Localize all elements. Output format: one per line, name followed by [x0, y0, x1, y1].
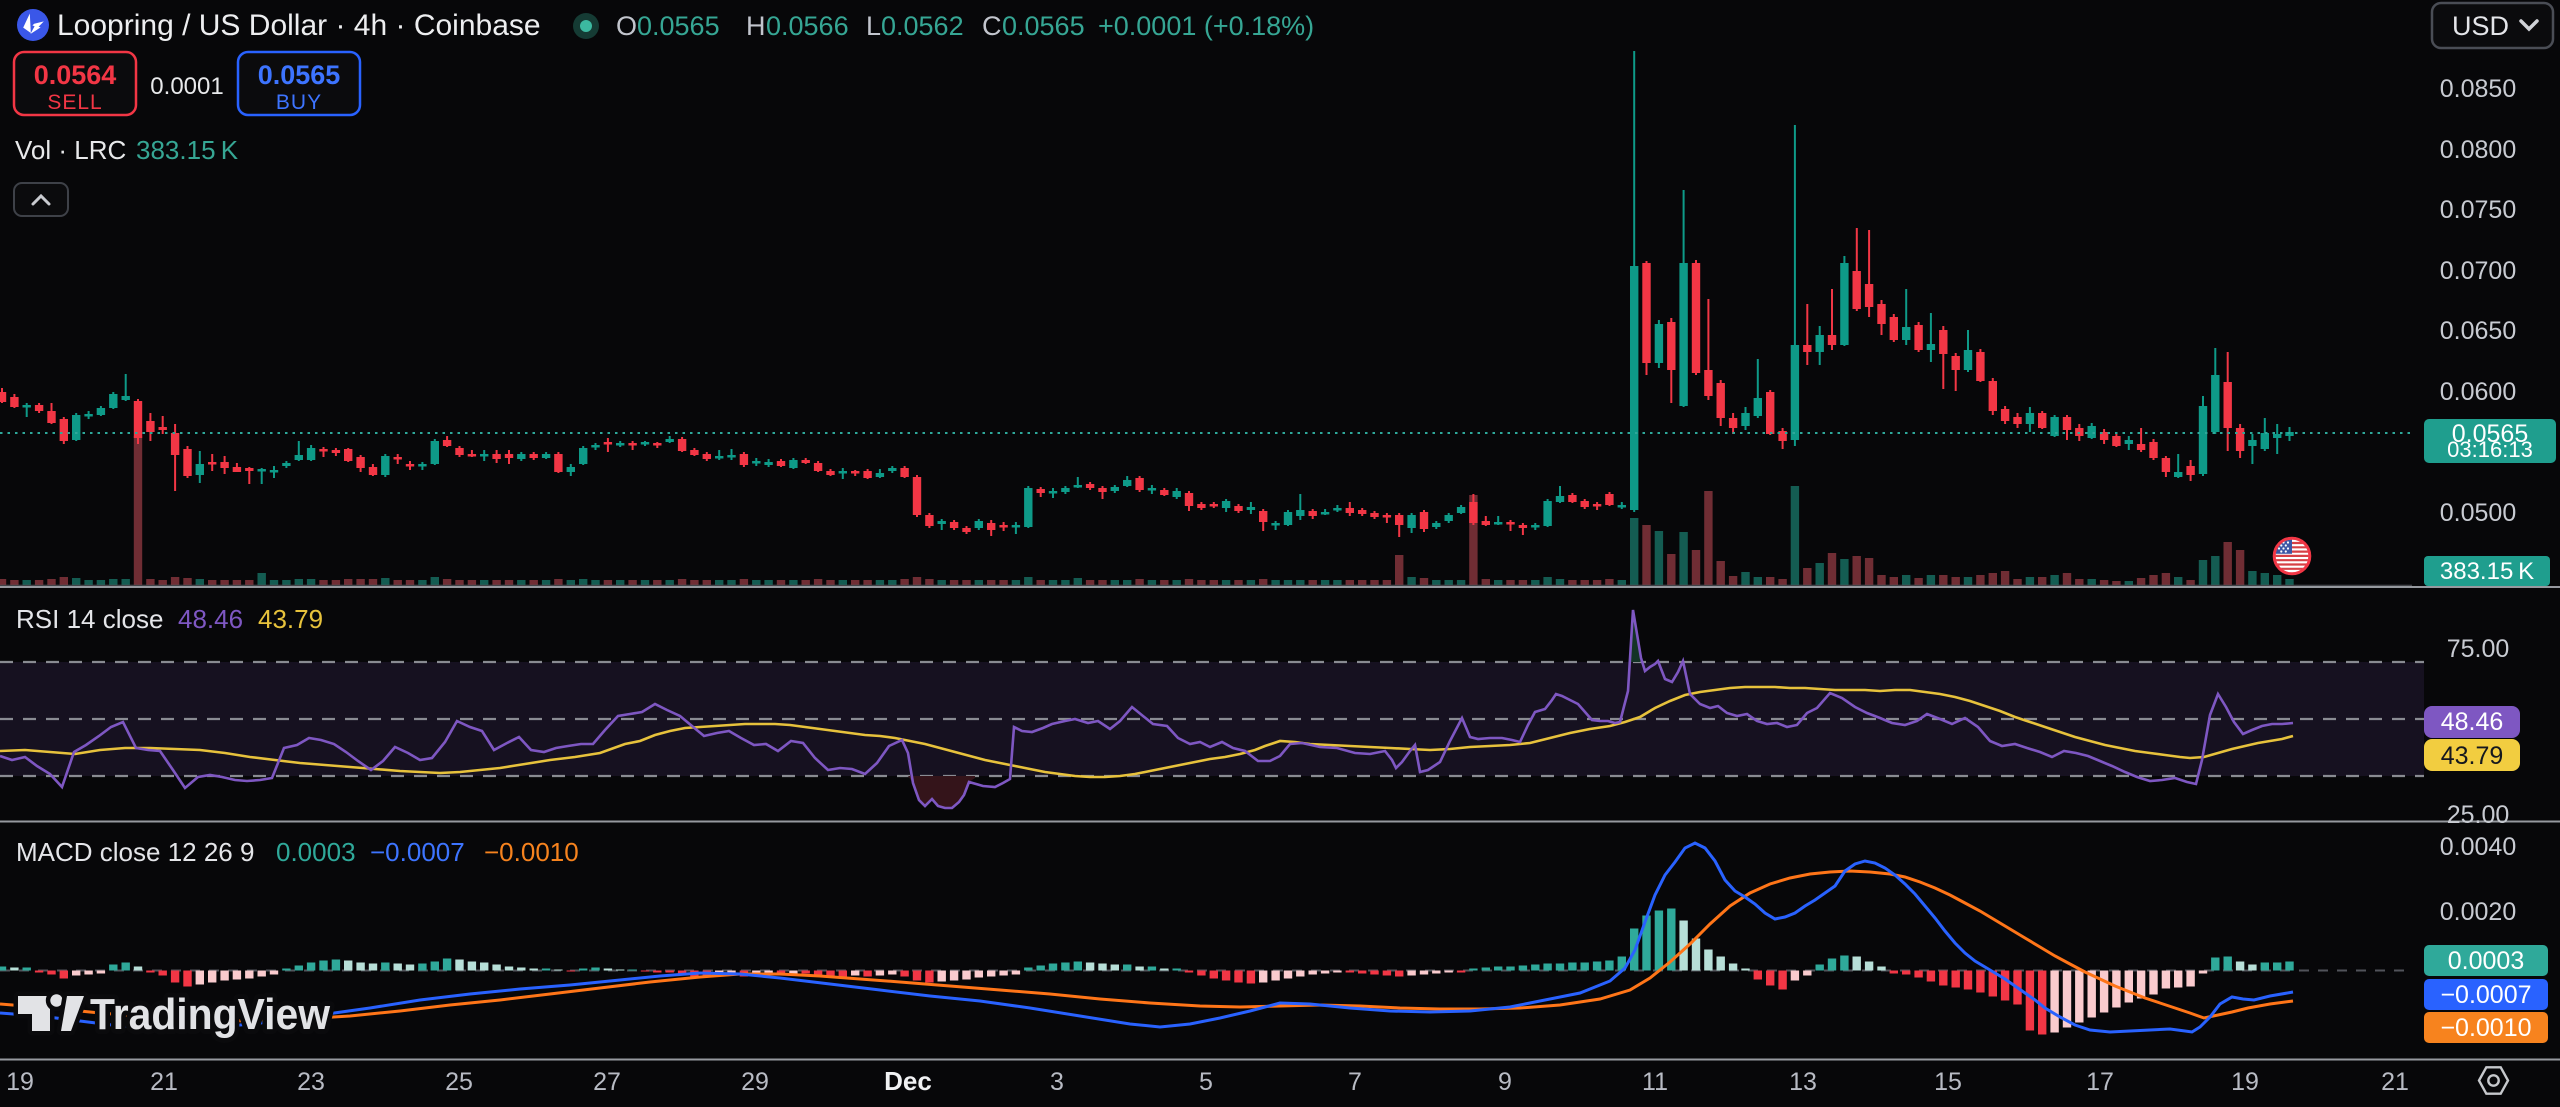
svg-text:17: 17: [2086, 1068, 2114, 1096]
svg-text:0.0565: 0.0565: [258, 60, 341, 90]
svg-text:0.0500: 0.0500: [2440, 499, 2516, 527]
svg-text:O: O: [616, 11, 637, 41]
svg-text:11: 11: [1642, 1068, 1668, 1096]
svg-text:0.0750: 0.0750: [2440, 196, 2516, 224]
svg-text:21: 21: [2381, 1068, 2409, 1096]
svg-text:0.0566: 0.0566: [766, 11, 849, 41]
svg-text:9: 9: [1498, 1068, 1512, 1096]
svg-text:−0.0007: −0.0007: [370, 837, 465, 867]
svg-text:48.46: 48.46: [2441, 708, 2504, 736]
svg-text:29: 29: [741, 1068, 769, 1096]
svg-text:Loopring / US Dollar · 4h · Co: Loopring / US Dollar · 4h · Coinbase: [57, 9, 541, 42]
svg-text:48.46: 48.46: [178, 604, 243, 634]
svg-text:43.79: 43.79: [258, 604, 323, 634]
svg-text:0.0700: 0.0700: [2440, 257, 2516, 285]
svg-text:7: 7: [1348, 1068, 1362, 1096]
svg-text:27: 27: [593, 1068, 621, 1096]
svg-text:0.0565: 0.0565: [637, 11, 720, 41]
svg-text:75.00: 75.00: [2447, 635, 2510, 663]
svg-text:19: 19: [6, 1068, 34, 1096]
svg-text:43.79: 43.79: [2441, 742, 2504, 770]
svg-text:SELL: SELL: [47, 91, 102, 114]
svg-text:H: H: [746, 11, 766, 41]
svg-text:C: C: [982, 11, 1002, 41]
svg-text:0.0040: 0.0040: [2440, 833, 2516, 861]
svg-text:21: 21: [150, 1068, 178, 1096]
svg-text:0.0003: 0.0003: [2448, 947, 2524, 975]
svg-text:0.0562: 0.0562: [881, 11, 964, 41]
svg-text:0.0850: 0.0850: [2440, 75, 2516, 103]
svg-text:23: 23: [297, 1068, 325, 1096]
svg-text:−0.0010: −0.0010: [2440, 1014, 2531, 1042]
svg-text:383.15 K: 383.15 K: [2440, 558, 2534, 585]
svg-text:13: 13: [1789, 1068, 1817, 1096]
svg-text:−0.0007: −0.0007: [2440, 981, 2531, 1009]
svg-text:0.0001: 0.0001: [150, 73, 223, 100]
svg-text:RSI 14 close: RSI 14 close: [16, 604, 163, 634]
svg-text:19: 19: [2231, 1068, 2259, 1096]
svg-text:0.0565: 0.0565: [2452, 420, 2528, 448]
svg-text:0.0800: 0.0800: [2440, 136, 2516, 164]
svg-text:0.0650: 0.0650: [2440, 317, 2516, 345]
svg-text:MACD close 12 26 9: MACD close 12 26 9: [16, 837, 254, 867]
svg-text:L: L: [866, 11, 881, 41]
svg-text:0.0600: 0.0600: [2440, 378, 2516, 406]
svg-text:0.0020: 0.0020: [2440, 898, 2516, 926]
svg-text:BUY: BUY: [276, 91, 322, 114]
svg-text:USD: USD: [2452, 11, 2509, 41]
svg-text:Dec: Dec: [884, 1066, 932, 1096]
svg-text:+0.0001 (+0.18%): +0.0001 (+0.18%): [1098, 11, 1314, 41]
svg-text:0.0564: 0.0564: [34, 60, 117, 90]
svg-text:0.0003: 0.0003: [276, 837, 356, 867]
svg-text:383.15 K: 383.15 K: [136, 135, 239, 165]
svg-text:25.00: 25.00: [2447, 801, 2510, 829]
svg-text:5: 5: [1199, 1068, 1213, 1096]
svg-text:TradingView: TradingView: [90, 990, 331, 1039]
svg-text:0.0565: 0.0565: [1002, 11, 1085, 41]
svg-text:25: 25: [445, 1068, 473, 1096]
svg-text:−0.0010: −0.0010: [484, 837, 579, 867]
svg-text:Vol · LRC: Vol · LRC: [15, 135, 126, 165]
svg-text:3: 3: [1050, 1068, 1064, 1096]
svg-text:03:16:13: 03:16:13: [2447, 437, 2533, 462]
svg-text:15: 15: [1934, 1068, 1962, 1096]
